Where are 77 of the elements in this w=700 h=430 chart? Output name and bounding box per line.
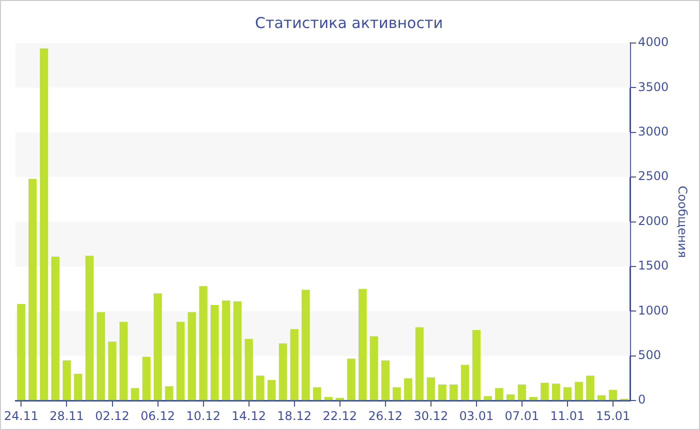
bar	[51, 256, 60, 400]
bar	[142, 356, 151, 400]
bar	[188, 312, 196, 400]
bar	[278, 343, 288, 400]
bar	[154, 293, 162, 400]
y-tick-label: 2000	[638, 214, 669, 228]
x-tick-label: 02.12	[95, 408, 130, 423]
bar	[96, 312, 105, 400]
bar	[165, 386, 174, 400]
y-tick-label: 3500	[638, 80, 669, 94]
bar	[28, 178, 37, 400]
bar	[495, 388, 504, 400]
x-tick-label: 11.01	[550, 408, 585, 423]
bar	[324, 397, 333, 400]
x-tick-label: 10.12	[186, 408, 220, 423]
bar	[210, 304, 219, 400]
bar	[222, 300, 230, 400]
y-tick-label: 0	[638, 392, 646, 407]
bar	[176, 322, 185, 400]
bar	[290, 329, 298, 400]
bar	[598, 395, 606, 400]
bar	[392, 387, 401, 400]
bar	[233, 301, 242, 400]
bar	[426, 377, 436, 400]
bar	[450, 384, 458, 400]
bar	[415, 327, 424, 400]
bar	[85, 256, 94, 400]
bar	[404, 378, 412, 400]
y-axis-title: Сообщения	[676, 186, 690, 258]
bar	[608, 390, 618, 400]
bar	[17, 304, 26, 400]
x-tick-label: 18.12	[277, 408, 312, 423]
bar	[74, 374, 82, 400]
bar	[312, 387, 322, 400]
y-tick-label: 500	[638, 348, 661, 362]
y-tick-label: 1000	[638, 303, 669, 318]
bar	[370, 336, 378, 400]
bar	[518, 384, 526, 400]
y-tick-label: 4000	[638, 35, 669, 50]
y-tick-label: 3000	[638, 124, 669, 139]
chart-title: Статистика активности	[255, 14, 443, 32]
bar	[563, 387, 572, 400]
x-tick-label: 28.11	[50, 408, 84, 423]
y-tick-label: 2500	[638, 169, 669, 184]
x-tick-label: 26.12	[368, 408, 403, 423]
x-tick-label: 07.01	[504, 408, 540, 423]
bar	[381, 360, 390, 400]
x-tick-label: 03.01	[459, 408, 494, 423]
bar	[472, 330, 481, 400]
y-tick-label: 1500	[638, 258, 669, 273]
bar	[40, 48, 48, 400]
bar	[199, 286, 208, 400]
bar	[574, 382, 583, 400]
x-tick-label: 22.12	[322, 408, 358, 423]
bar	[244, 338, 253, 400]
bar	[460, 364, 470, 400]
bar	[108, 342, 116, 400]
x-tick-label: 24.11	[4, 408, 38, 423]
bar	[120, 322, 128, 400]
bar	[256, 376, 264, 400]
bar	[358, 288, 367, 400]
bar	[506, 394, 515, 400]
bar	[438, 384, 446, 400]
bar	[552, 384, 560, 400]
bar	[540, 382, 549, 400]
bar	[484, 396, 492, 400]
x-tick-label: 15.01	[596, 408, 630, 423]
bar	[302, 290, 310, 400]
bar	[62, 360, 71, 400]
x-tick-label: 30.12	[414, 408, 448, 423]
bar	[347, 358, 356, 400]
bar	[586, 376, 594, 400]
bar	[529, 397, 538, 400]
x-tick-label: 14.12	[232, 408, 266, 423]
bar	[267, 380, 276, 400]
bar	[130, 388, 140, 400]
x-tick-label: 06.12	[140, 408, 175, 423]
